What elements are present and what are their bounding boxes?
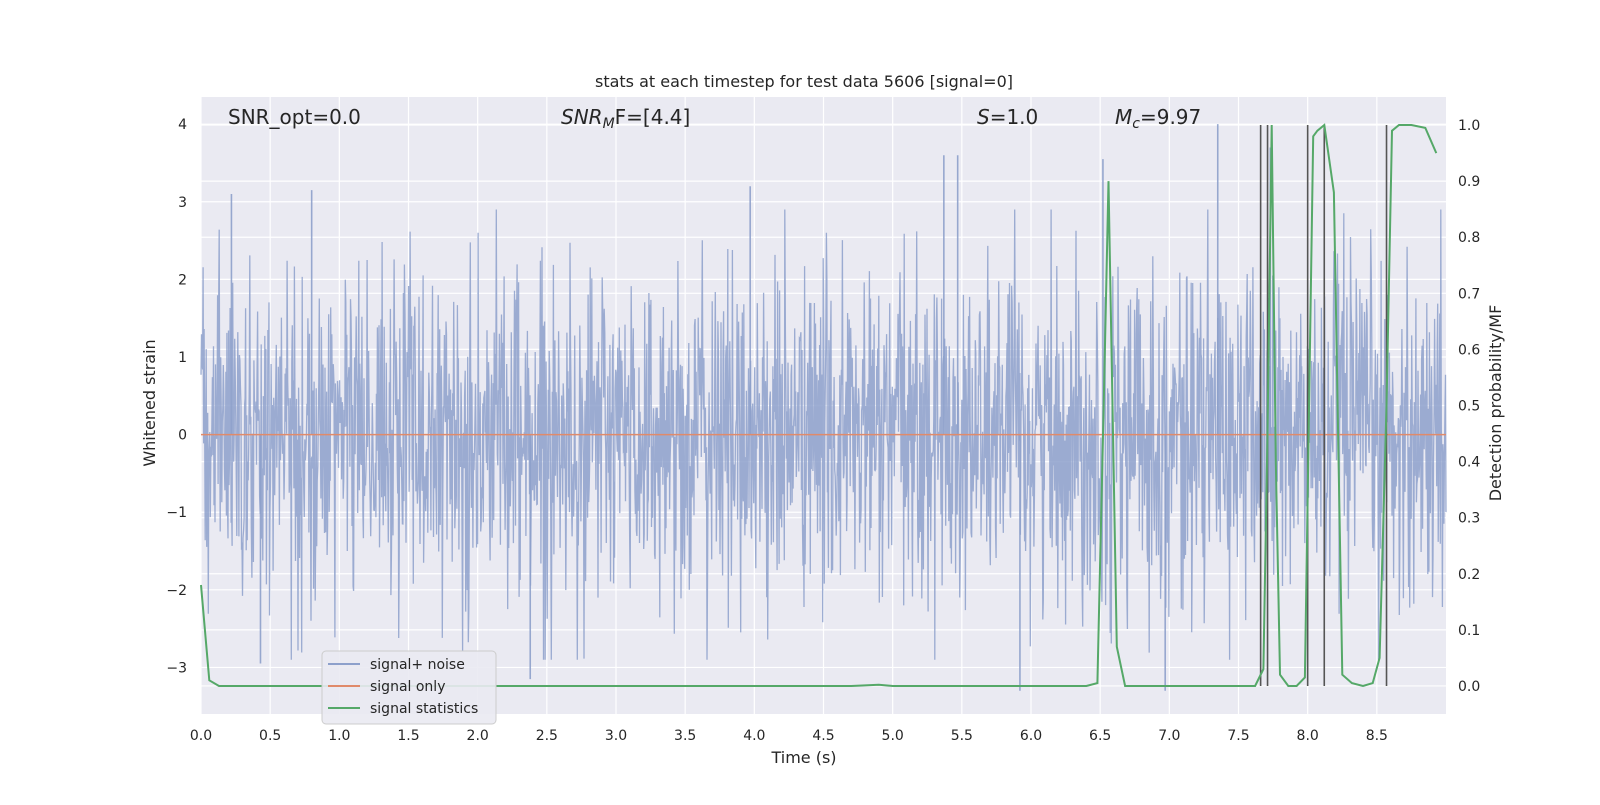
x-tick-label: 7.5 [1227, 728, 1249, 744]
annotations-group: SNR_opt=0.0 SNRMF=[4.4] S=1.0 Mc=9.97 [228, 105, 1201, 132]
signal-statistics-line [200, 123, 1438, 688]
x-tick-label: 8.5 [1366, 728, 1388, 744]
legend-label: signal only [370, 679, 445, 695]
y-left-tick-label: −2 [166, 583, 187, 599]
y-right-tick-label: 0.2 [1458, 567, 1480, 583]
y-left-tick-label: −3 [166, 660, 187, 676]
noise-series-group [200, 124, 1447, 691]
x-tick-label: 5.5 [951, 728, 973, 744]
x-tick-label: 4.0 [743, 728, 765, 744]
lines-group [200, 123, 1446, 688]
y-left-tick-label: 3 [178, 195, 187, 211]
annotation-3: S=1.0 [977, 105, 1038, 129]
y-right-tick-label: 0.7 [1458, 286, 1480, 302]
x-tick-label: 0.0 [190, 728, 212, 744]
y-right-tick-label: 0.8 [1458, 230, 1480, 246]
annotation-1: SNR_opt=0.0 [228, 105, 361, 129]
x-tick-label: 6.5 [1089, 728, 1111, 744]
x-tick-label: 8.0 [1297, 728, 1319, 744]
ticks-group: 0.0 0.5 1.0 1.5 2.0 2.5 3.0 3.5 4.0 4.5 5.0 5.5 6.0 6… [166, 117, 1480, 744]
y-left-tick-label: 2 [178, 272, 187, 288]
x-tick-label: 3.5 [674, 728, 696, 744]
x-tick-label: 5.0 [882, 728, 904, 744]
legend-label: signal+ noise [370, 657, 465, 673]
y-right-tick-label: 0.6 [1458, 342, 1480, 358]
annotation-2: SNRMF=[4.4] [561, 105, 690, 132]
legend-label: signal statistics [370, 701, 478, 717]
x-tick-label: 0.5 [259, 728, 281, 744]
x-tick-label: 7.0 [1158, 728, 1180, 744]
y-left-tick-label: 4 [178, 117, 187, 133]
y-left-tick-label: −1 [166, 505, 187, 521]
legend-box [321, 650, 497, 725]
y-right-tick-label: 0.0 [1458, 679, 1480, 695]
y-right-tick-label: 0.3 [1458, 511, 1480, 527]
y-axis-label-right: Detection probability/MF [1486, 305, 1505, 502]
x-tick-label: 6.0 [1020, 728, 1042, 744]
x-tick-label: 1.5 [397, 728, 419, 744]
x-axis-label: Time (s) [770, 748, 836, 767]
y-right-tick-label: 1.0 [1458, 118, 1480, 134]
y-right-tick-label: 0.9 [1458, 174, 1480, 190]
x-tick-label: 1.0 [328, 728, 350, 744]
y-right-tick-label: 0.1 [1458, 623, 1480, 639]
y-axis-label-left: Whitened strain [140, 339, 159, 466]
chart-title: stats at each timestep for test data 560… [595, 72, 1013, 91]
x-tick-label: 3.0 [605, 728, 627, 744]
legend: signal+ noise signal only signal statistic… [321, 650, 497, 725]
y-right-tick-label: 0.4 [1458, 455, 1480, 471]
signal-noise-line [200, 209, 1447, 660]
x-tick-label: 2.5 [536, 728, 558, 744]
y-left-tick-label: 1 [178, 350, 187, 366]
x-tick-label: 4.5 [812, 728, 834, 744]
y-left-tick-label: 0 [178, 428, 187, 444]
y-right-tick-label: 0.5 [1458, 399, 1480, 415]
annotation-4: Mc=9.97 [1115, 105, 1201, 132]
x-tick-label: 2.0 [467, 728, 489, 744]
